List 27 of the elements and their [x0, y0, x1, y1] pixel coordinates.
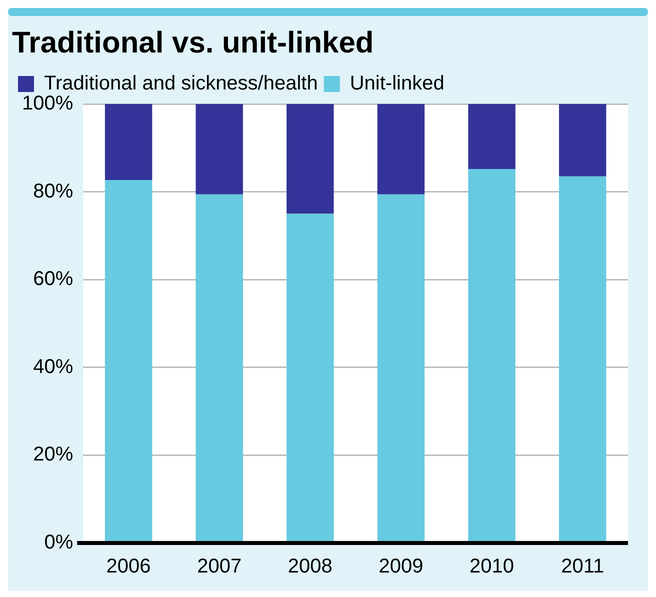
legend-label: Unit-linked	[350, 72, 444, 95]
x-tick-label: 2006	[106, 556, 151, 578]
bar	[286, 214, 334, 542]
bar	[286, 104, 334, 214]
y-tick-label: 20%	[33, 444, 74, 466]
bar	[104, 104, 152, 180]
bar	[104, 180, 152, 542]
x-tick-label: 2008	[288, 556, 332, 578]
y-tick-label: 40%	[33, 356, 74, 378]
legend-label: Traditional and sickness/health	[44, 72, 318, 95]
bar	[558, 104, 606, 176]
bar	[558, 176, 606, 542]
y-tick-label: 80%	[33, 180, 74, 202]
chart-title: Traditional vs. unit-linked	[12, 26, 374, 60]
x-tick-label: 2011	[561, 556, 604, 578]
y-tick-label: 100%	[22, 92, 74, 115]
bar	[468, 168, 516, 542]
bar	[196, 194, 243, 542]
bar	[196, 104, 243, 194]
bar	[377, 104, 425, 194]
x-tick-label: 2010	[470, 556, 514, 578]
x-tick-label: 2009	[378, 556, 424, 578]
y-tick-label: 60%	[33, 268, 74, 290]
y-tick-label: 0%	[44, 532, 74, 554]
x-tick-label: 2007	[197, 556, 242, 578]
bar	[377, 194, 425, 542]
bar	[468, 104, 516, 169]
